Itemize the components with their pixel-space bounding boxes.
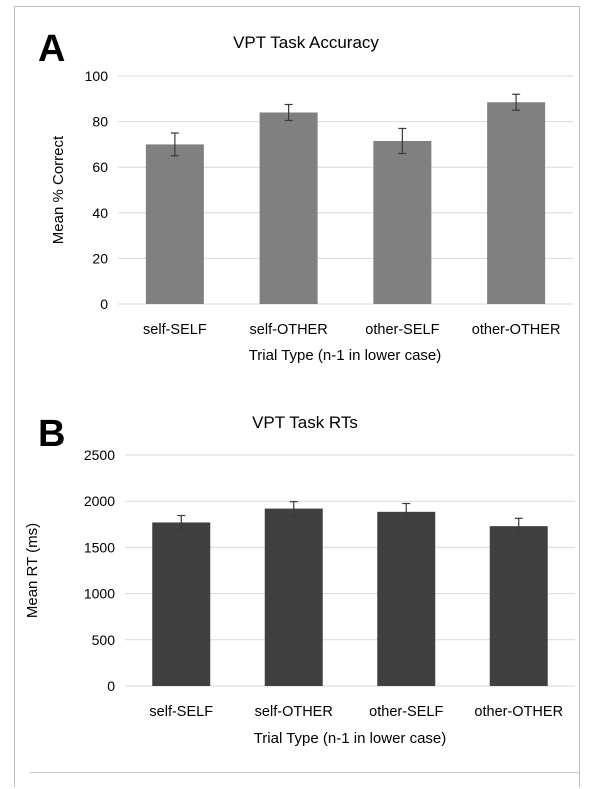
chart-b-ytick-label: 1000 xyxy=(84,586,115,602)
chart-a-ytick-label: 80 xyxy=(92,114,108,130)
chart-b-bar xyxy=(489,526,548,686)
chart-a-xtick-label: self-SELF xyxy=(143,322,207,338)
chart-b-ytick-label: 0 xyxy=(107,678,115,694)
chart-a-ytick-label: 20 xyxy=(92,250,108,266)
chart-a-ytick-label: 40 xyxy=(92,205,108,221)
chart-a-yaxis-label: Mean % Correct xyxy=(50,135,67,244)
chart-a-ytick-label: 0 xyxy=(100,296,108,312)
chart-b-bar xyxy=(264,508,323,686)
chart-b-yaxis-label: Mean RT (ms) xyxy=(24,523,41,618)
bottom-rule xyxy=(30,772,580,773)
panel-b-letter: B xyxy=(38,413,66,455)
chart-a-bar xyxy=(145,144,204,304)
chart-a-xtick-label: other-SELF xyxy=(365,322,439,338)
chart-b-ytick-label: 2000 xyxy=(84,493,115,509)
chart-a-xtick-label: self-OTHER xyxy=(250,322,328,338)
panel-a-letter: A xyxy=(38,28,66,70)
chart-b-xtick-label: other-OTHER xyxy=(474,704,563,720)
chart-a-ytick-label: 100 xyxy=(85,68,109,84)
chart-a-ytick-label: 60 xyxy=(92,159,108,175)
chart-a-bar xyxy=(373,140,432,304)
chart-a: VPT Task Accuracy 0 20 40 60 80 100 self-SELF se… xyxy=(50,33,573,364)
figure-frame xyxy=(14,6,580,787)
chart-a-bar xyxy=(487,102,546,304)
chart-a-xaxis-label: Trial Type (n-1 in lower case) xyxy=(249,347,442,364)
chart-b-ytick-label: 500 xyxy=(92,632,116,648)
chart-b-ytick-label: 2500 xyxy=(84,447,115,463)
chart-a-title: VPT Task Accuracy xyxy=(233,33,379,52)
chart-b: VPT Task RTs 0 500 1000 1500 2000 2500 self-SEL… xyxy=(24,413,575,747)
chart-b-title: VPT Task RTs xyxy=(252,413,358,432)
chart-b-xaxis-label: Trial Type (n-1 in lower case) xyxy=(254,730,447,747)
chart-b-xtick-label: self-OTHER xyxy=(255,704,333,720)
chart-a-xtick-label: other-OTHER xyxy=(472,322,561,338)
chart-b-ytick-label: 1500 xyxy=(84,539,115,555)
chart-b-bar xyxy=(377,511,436,686)
chart-b-xtick-label: self-SELF xyxy=(149,704,213,720)
chart-b-xtick-label: other-SELF xyxy=(369,704,443,720)
chart-b-bar xyxy=(152,522,211,686)
chart-a-bar xyxy=(259,112,318,304)
